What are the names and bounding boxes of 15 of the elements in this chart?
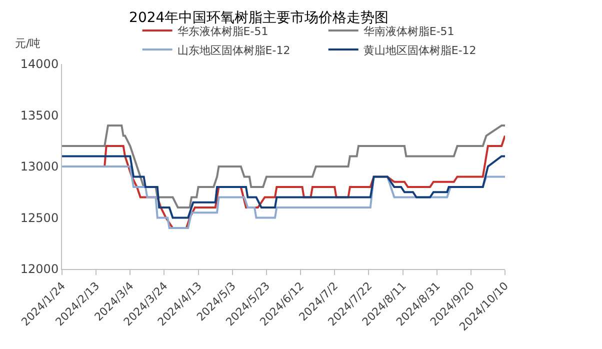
chart-title: 2024年中国环氧树脂主要市场价格走势图 [129, 10, 389, 26]
legend-label: 华东液体树脂E-51 [177, 24, 268, 38]
line-series [104, 134, 505, 229]
y-tick-label: 13000 [20, 160, 59, 174]
line-series [62, 166, 505, 229]
line-series [62, 155, 505, 219]
y-tick-label: 14000 [20, 57, 59, 72]
y-tick-label: 12000 [20, 262, 59, 276]
line-series [62, 124, 505, 208]
y-tick-label: 13500 [20, 108, 59, 122]
y-axis-title: 元/吨 [15, 37, 41, 50]
legend-label: 黄山地区固体树脂E-12 [363, 44, 476, 57]
legend-label: 山东地区固体树脂E-12 [177, 44, 290, 57]
y-tick-label: 12500 [20, 210, 59, 225]
legend-label: 华南液体树脂E-51 [363, 24, 454, 38]
